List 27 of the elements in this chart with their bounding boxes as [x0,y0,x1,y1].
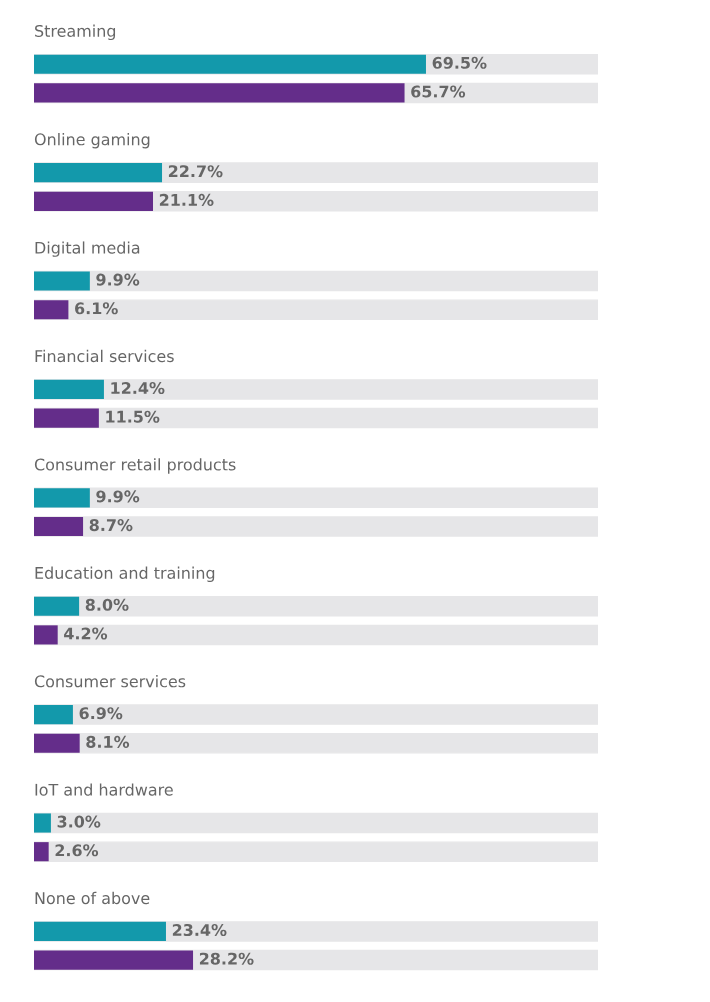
y-tick-label: Digital media [35,241,140,257]
data-label: 11.5% [106,410,160,423]
data-label: 12.4% [111,381,165,395]
data-label: 23.4% [172,923,227,937]
data-label: 4.2% [64,627,108,640]
data-label: 69.5% [432,56,487,69]
data-label: 65.7% [411,85,466,98]
data-label: 2.6% [55,844,99,857]
y-tick-label: Consumer retail products [34,458,236,474]
data-label: 8.1% [86,735,130,748]
data-label: 6.9% [79,707,123,720]
data-label: 9.9% [96,490,140,503]
y-tick-label: Consumer services [34,675,186,688]
y-tick-label: IoT and hardware [35,783,173,796]
data-label: 28.2% [199,952,254,965]
data-label: 9.9% [96,273,140,286]
y-tick-label: Streaming [35,24,116,41]
y-tick-label: Financial services [35,349,174,363]
data-label: 8.7% [89,519,133,532]
data-label: 22.7% [168,165,223,178]
data-label: 6.1% [75,302,118,315]
y-tick-label: Online gaming [34,133,150,149]
data-label: 21.1% [159,193,214,206]
data-label: 3.0% [57,815,101,828]
data-label: 8.0% [85,598,129,611]
y-tick-label: None of above [35,891,150,905]
y-tick-label: Education and training [35,566,215,583]
